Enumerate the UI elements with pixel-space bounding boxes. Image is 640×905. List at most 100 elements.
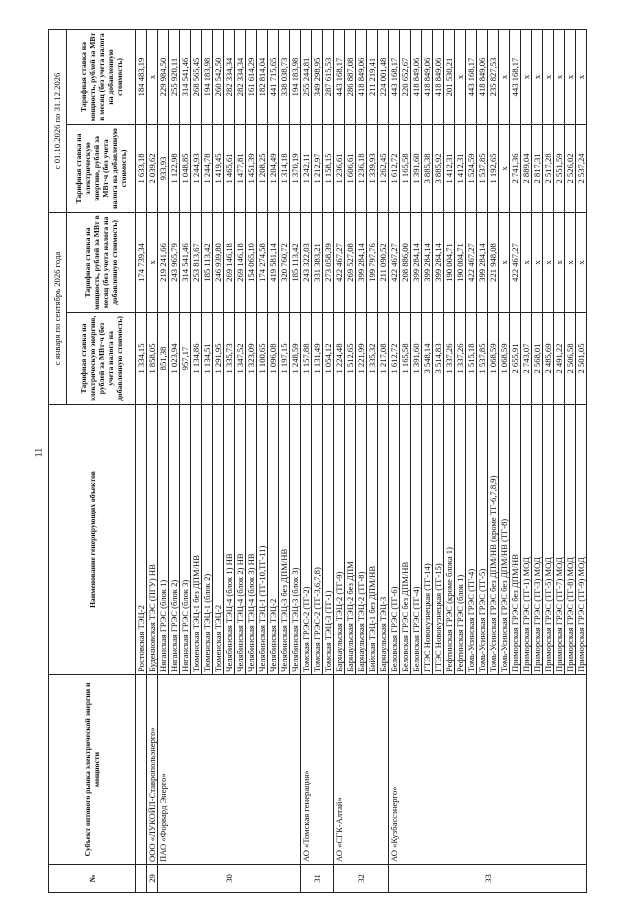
- energy-rate-jan-sep: 1 068,59: [498, 312, 510, 405]
- table-row: 29 ООО «ЛУКОЙЛ-Ставропольэнерго» Буденновс…: [146, 29, 158, 893]
- power-rate-oct-dec: 184 483,19: [135, 29, 147, 125]
- energy-rate-oct-dec: 1 236,61: [333, 124, 345, 213]
- power-rate-oct-dec: 260 542,50: [212, 29, 224, 125]
- power-rate-jan-sep: 243 322,03: [300, 212, 312, 313]
- power-rate-oct-dec: 282 334,34: [234, 29, 246, 125]
- object-name: Приморская ГРЭС (ТГ-5) МОД: [542, 404, 554, 675]
- object-name: Барнаульская ТЭЦ-3: [377, 404, 389, 675]
- object-name: Няганская ГРЭС (блок 2): [168, 404, 180, 675]
- power-rate-oct-dec: x: [531, 29, 543, 125]
- power-rate-oct-dec: 255 920,11: [168, 29, 180, 125]
- energy-rate-jan-sep: 1 291,95: [212, 312, 224, 405]
- power-rate-jan-sep: x: [553, 212, 565, 313]
- energy-rate-jan-sep: 1 335,32: [366, 312, 378, 405]
- row-number: 29: [146, 864, 158, 893]
- energy-rate-oct-dec: 1 412,31: [443, 124, 455, 213]
- object-name: Приморская ГРЭС без ДПМ/НВ: [509, 404, 521, 675]
- table-row: 32 АО «СГК-Алтай» Барнаульская ТЭЦ-2 (ТГ-9…: [333, 29, 389, 893]
- power-rate-oct-dec: 235 827,53: [487, 29, 499, 125]
- power-rate-jan-sep: 422 467,27: [333, 212, 345, 313]
- power-rate-jan-sep: 331 383,21: [311, 212, 323, 313]
- object-name: Челябинская ТЭЦ-2: [267, 404, 279, 675]
- power-rate-oct-dec: 418 849,06: [432, 29, 444, 125]
- energy-rate-oct-dec: 1 048,85: [179, 124, 191, 213]
- table-body: Ростовская ТЭЦ-2 1 334,15 174 739,34 1 633,…: [135, 29, 587, 893]
- energy-rate-jan-sep: 3 548,14: [421, 312, 433, 405]
- energy-rate-jan-sep: 2 743,07: [520, 312, 532, 405]
- power-rate-oct-dec: 443 168,17: [465, 29, 477, 125]
- energy-rate-oct-dec: 1 451,39: [245, 124, 257, 213]
- energy-rate-oct-dec: 1 244,93: [190, 124, 202, 213]
- object-name: Приморская ГРЭС (ТГ-1) МОД: [520, 404, 532, 675]
- power-rate-oct-dec: 349 298,95: [311, 29, 323, 125]
- energy-rate-oct-dec: 1 633,18: [135, 124, 147, 213]
- object-name: Челябинская ТЭЦ-4 (блок 3) НВ: [245, 404, 257, 675]
- energy-rate-jan-sep: 2 655,91: [509, 312, 521, 405]
- object-name: Беловская ГРЭС (ТГ-4): [410, 404, 422, 675]
- energy-rate-oct-dec: 1 370,19: [289, 124, 301, 213]
- energy-rate-oct-dec: 2 817,31: [531, 124, 543, 213]
- power-rate-oct-dec: 418 849,06: [421, 29, 433, 125]
- row-number: [135, 864, 147, 893]
- energy-rate-jan-sep: 1 347,52: [234, 312, 246, 405]
- energy-rate-oct-dec: 1 236,18: [355, 124, 367, 213]
- power-rate-oct-dec: 418 849,06: [410, 29, 422, 125]
- energy-rate-jan-sep: 2 568,01: [531, 312, 543, 405]
- power-rate-jan-sep: 174 739,34: [135, 212, 147, 313]
- energy-rate-oct-dec: 1 262,45: [377, 124, 389, 213]
- energy-rate-oct-dec: 1 212,97: [311, 124, 323, 213]
- energy-rate-oct-dec: 3 885,38: [421, 124, 433, 213]
- table-row: 33 АО «Кузбассэнерго» Беловская ГРЭС (ТГ-6…: [388, 29, 587, 893]
- object-name: Челябинская ТЭЦ-4 (блок 1) НВ: [223, 404, 235, 675]
- energy-rate-oct-dec: 1 339,93: [366, 124, 378, 213]
- object-name: Томь-Усинская ГРЭС (ТГ-4): [465, 404, 477, 675]
- energy-rate-jan-sep: 1 134,51: [201, 312, 213, 405]
- energy-rate-jan-sep: 1 068,59: [487, 312, 499, 405]
- power-rate-oct-dec: x: [564, 29, 576, 125]
- power-rate-jan-sep: x: [146, 212, 158, 313]
- object-name: Приморская ГРЭС (ТГ-3) МОД: [531, 404, 543, 675]
- power-rate-jan-sep: 269 527,08: [344, 212, 356, 313]
- object-name: Челябинская ТЭЦ-4 (блок 2) НВ: [234, 404, 246, 675]
- power-rate-jan-sep: 253 813,67: [190, 212, 202, 313]
- energy-rate-oct-dec: 2 741,36: [509, 124, 521, 213]
- power-rate-jan-sep: x: [564, 212, 576, 313]
- energy-rate-jan-sep: 1 023,94: [168, 312, 180, 405]
- power-rate-jan-sep: 185 113,42: [201, 212, 213, 313]
- energy-rate-jan-sep: 1 221,99: [355, 312, 367, 405]
- power-rate-jan-sep: 273 058,39: [322, 212, 334, 313]
- power-rate-jan-sep: 174 274,58: [256, 212, 268, 313]
- energy-rate-oct-dec: 1 244,78: [201, 124, 213, 213]
- power-rate-jan-sep: 399 284,14: [410, 212, 422, 313]
- subject-name: ПАО «Форвард Энерго»: [157, 674, 301, 865]
- subject-name: АО «СГК-Алтай»: [333, 674, 389, 865]
- power-rate-oct-dec: 282 334,34: [223, 29, 235, 125]
- object-name: Томская ГРЭС-2 (ТГ-2): [300, 404, 312, 675]
- power-rate-oct-dec: 224 001,48: [377, 29, 389, 125]
- energy-rate-oct-dec: 2 526,02: [564, 124, 576, 213]
- table-row: 31 АО «Томская генерация» Томская ГРЭС-2 (…: [300, 29, 334, 893]
- power-rate-jan-sep: 246 939,80: [212, 212, 224, 313]
- header-power-rate-1: Тарифная ставка на мощность, рублей за М…: [66, 212, 136, 313]
- power-rate-oct-dec: 268 565,45: [190, 29, 202, 125]
- power-rate-oct-dec: 211 219,41: [366, 29, 378, 125]
- energy-rate-jan-sep: 1 612,72: [388, 312, 400, 405]
- energy-rate-jan-sep: 1 217,08: [377, 312, 389, 405]
- object-name: Томская ТЭЦ-3 (ТГ-1): [322, 404, 334, 675]
- energy-rate-jan-sep: 1 157,88: [300, 312, 312, 405]
- power-rate-jan-sep: 269 146,18: [223, 212, 235, 313]
- power-rate-jan-sep: x: [520, 212, 532, 313]
- power-rate-oct-dec: 194 183,98: [289, 29, 301, 125]
- energy-rate-jan-sep: 2 491,22: [553, 312, 565, 405]
- subject-name: [135, 674, 147, 865]
- energy-rate-oct-dec: 2 517,28: [542, 124, 554, 213]
- object-name: Рефтинская ГРЭС (блок 1): [454, 404, 466, 675]
- object-name: Тюменская ТЭЦ-1 без ДПМ/НВ: [190, 404, 202, 675]
- object-name: Томь-Усинская ГРЭС без ДПМ/НВ (кроме ТГ-…: [487, 404, 499, 675]
- energy-rate-oct-dec: 2 537,24: [575, 124, 587, 213]
- power-rate-jan-sep: 211 090,52: [377, 212, 389, 313]
- energy-rate-oct-dec: 1 612,72: [388, 124, 400, 213]
- object-name: Няганская ГРЭС (блок 3): [179, 404, 191, 675]
- object-name: Томь-Усинская ГРЭС без ДПМ/НВ (ТГ-8): [498, 404, 510, 675]
